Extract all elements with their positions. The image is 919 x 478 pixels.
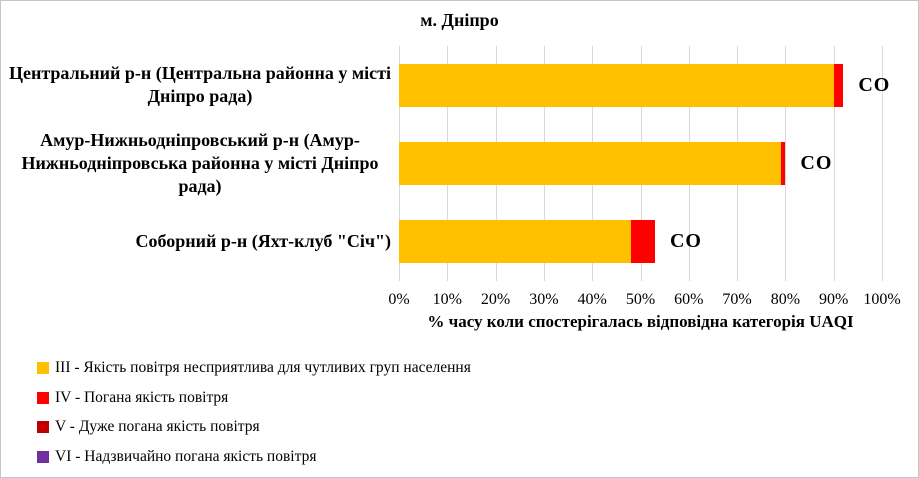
category-label: Соборний р-н (Яхт-клуб "Січ") [1, 203, 391, 281]
bar-segment [833, 63, 844, 107]
legend-swatch-icon [37, 421, 49, 433]
legend-label: V - Дуже погана якість повітря [55, 418, 260, 435]
legend-item: III - Якість повітря несприятлива для чу… [37, 358, 471, 378]
legend-item: V - Дуже погана якість повітря [37, 417, 260, 437]
x-tick-label: 100% [863, 291, 901, 308]
x-tick-label: 90% [819, 291, 849, 308]
bar-segment [399, 63, 834, 107]
category-label-text: Центральний р-н (Центральна районна у мі… [9, 63, 391, 107]
x-tick-label: 80% [770, 291, 801, 308]
legend-label: VI - Надзвичайно погана якість повітря [55, 447, 317, 465]
category-label-text: Соборний р-н (Яхт-клуб "Січ") [135, 231, 391, 252]
legend-swatch-icon [37, 362, 49, 374]
bar-annotation: CO [858, 73, 891, 96]
bar-segment [780, 142, 786, 185]
x-tick-label: 20% [480, 291, 511, 308]
category-label-text: Амур-Нижньодніпровський р-н (Амур-Нижньо… [21, 129, 379, 196]
category-label: Центральний р-н (Центральна районна у мі… [1, 46, 391, 124]
bar-annotation: CO [800, 152, 833, 174]
gridline [882, 46, 883, 281]
gridline [785, 46, 787, 281]
legend-swatch-icon [37, 391, 49, 404]
category-label: Амур-Нижньодніпровський р-н (Амур-Нижньо… [1, 124, 391, 202]
x-tick-label: 50% [625, 291, 656, 308]
plot-area [399, 46, 883, 281]
legend-item: VI - Надзвичайно погана якість повітря [37, 447, 316, 467]
legend-label: III - Якість повітря несприятлива для чу… [55, 359, 471, 376]
bar-segment [630, 220, 655, 264]
gridline [833, 46, 835, 281]
x-axis-title: % часу коли спостерігалась відповідна ка… [427, 312, 854, 331]
x-tick-label: 30% [529, 291, 559, 308]
x-tick-label: 0% [388, 291, 410, 308]
legend-swatch-icon [37, 450, 49, 463]
bar-segment [399, 142, 781, 185]
x-tick-label: 60% [674, 291, 704, 308]
x-tick-label: 40% [577, 291, 607, 308]
bar-annotation: CO [669, 230, 702, 253]
x-tick-label: 70% [722, 291, 752, 308]
x-tick-label: 10% [432, 291, 462, 308]
chart-title: м. Дніпро [420, 10, 499, 30]
legend-label: IV - Погана якість повітря [55, 388, 229, 406]
bar-segment [399, 220, 631, 264]
legend-item: IV - Погана якість повітря [37, 388, 228, 408]
